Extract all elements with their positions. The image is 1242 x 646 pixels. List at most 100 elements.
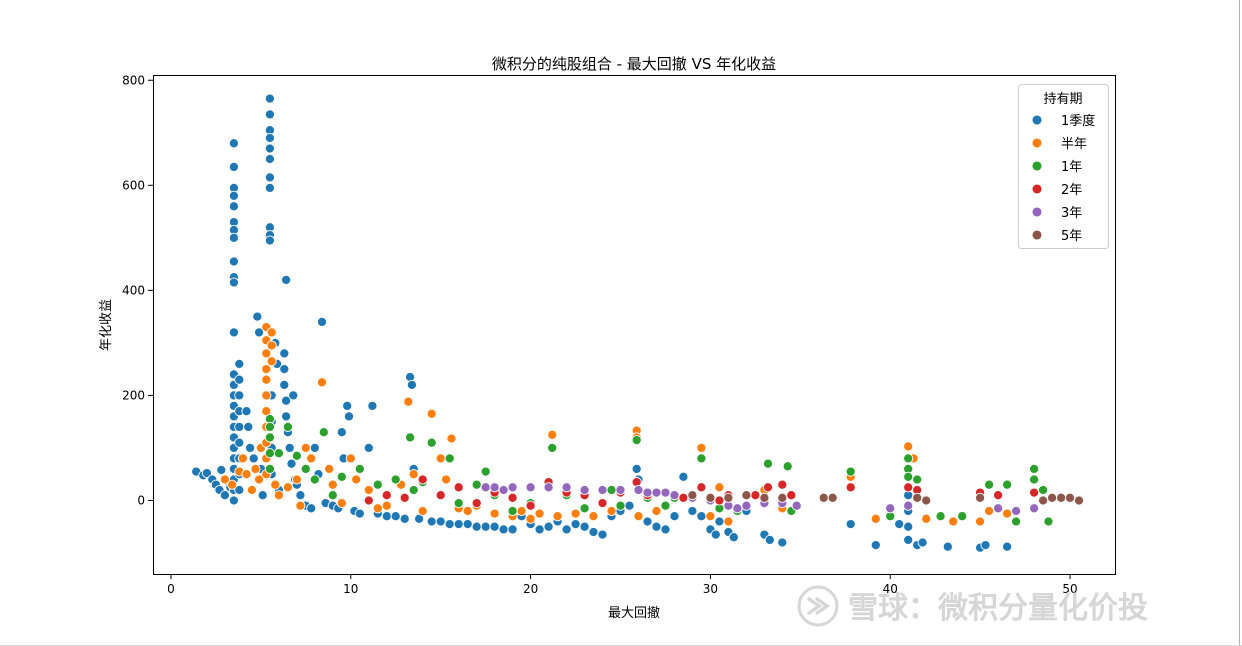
scatter-point [1002, 479, 1013, 490]
scatter-point [441, 474, 452, 485]
legend-label: 2年 [1061, 183, 1082, 198]
scatter-point [633, 511, 644, 522]
scatter-point [624, 500, 635, 511]
scatter-point [606, 505, 617, 517]
scatter-point [228, 138, 239, 149]
snowball-logo-icon [797, 585, 839, 627]
scatter-point [363, 495, 374, 506]
scatter-point [471, 498, 482, 509]
scatter-point [227, 479, 238, 490]
scatter-point [435, 453, 446, 464]
scatter-point [480, 466, 491, 477]
legend-marker [1031, 160, 1043, 172]
scatter-point [257, 490, 268, 501]
scatter-point [390, 474, 401, 485]
scatter-point [228, 277, 239, 288]
scatter-point [579, 503, 590, 514]
scatter-point [687, 505, 698, 517]
scatter-point [327, 490, 338, 501]
scatter-point [254, 327, 265, 338]
scatter-point [390, 511, 401, 522]
scatter-point [446, 433, 457, 444]
scatter-point [284, 442, 295, 453]
scatter-point [507, 482, 518, 493]
axes-frame [153, 75, 1116, 575]
scatter-point [507, 505, 518, 517]
scatter-point [471, 521, 482, 532]
scatter-point [264, 109, 275, 120]
scatter-point [1043, 516, 1054, 527]
scatter-point [696, 511, 707, 522]
scatter-point [234, 437, 245, 448]
scatter-point [318, 427, 329, 438]
scatter-point [281, 411, 292, 422]
scatter-point [845, 519, 856, 530]
y-tick-label: 200 [122, 388, 145, 402]
scatter-point [381, 511, 392, 522]
scatter-point [270, 479, 281, 490]
scatter-point [588, 511, 599, 522]
scatter-point [723, 516, 734, 527]
scatter-point [903, 453, 914, 464]
scatter-point [264, 235, 275, 246]
scatter-point [642, 487, 653, 498]
scatter-point [264, 153, 275, 165]
legend-title: 持有期 [1043, 92, 1082, 107]
scatter-point [579, 484, 590, 496]
scatter-point [406, 379, 417, 390]
scatter-point [1011, 516, 1022, 527]
scatter-point [219, 490, 230, 501]
scatter-point [300, 463, 311, 474]
scatter-point [480, 521, 491, 532]
scatter-point [525, 513, 536, 524]
scatter-point [498, 484, 509, 496]
legend-marker [1031, 206, 1043, 218]
scatter-point [984, 505, 995, 517]
scatter-point [1064, 492, 1076, 503]
scatter-point [975, 516, 986, 527]
scatter-point [300, 442, 311, 453]
scatter-point [741, 490, 752, 501]
scatter-point [264, 432, 275, 443]
scatter-point [1073, 495, 1085, 506]
scatter-point [426, 516, 437, 527]
scatter-point [306, 503, 317, 514]
scatter-point [597, 484, 608, 496]
scatter-point [723, 492, 734, 503]
scatter-point [696, 442, 707, 453]
scatter-point [471, 479, 482, 490]
scatter-point [525, 482, 536, 493]
scatter-point [216, 464, 227, 476]
scatter-point [453, 498, 464, 509]
y-tick-label: 600 [122, 178, 145, 192]
scatter-point [1002, 541, 1013, 552]
scatter-point [1029, 463, 1040, 474]
y-axis: 0 200 400 600 800 [122, 73, 153, 507]
scatter-point [248, 453, 259, 464]
x-tick-label: 20 [523, 582, 538, 596]
scatter-point [912, 474, 923, 485]
legend-frame [1018, 84, 1109, 249]
scatter-point [489, 482, 500, 493]
scatter-point [762, 458, 774, 469]
scatter-point [264, 421, 275, 432]
scatter-point [279, 379, 290, 390]
x-tick-label: 10 [343, 582, 358, 596]
scatter-point [669, 490, 680, 501]
scatter-point [543, 482, 554, 493]
y-tick-label: 800 [122, 73, 145, 87]
scatter-point [957, 511, 968, 522]
scatter-point [264, 132, 275, 144]
scatter-point [750, 490, 761, 501]
scatter-point [631, 435, 642, 446]
scatter-point [651, 505, 662, 517]
scatter-point [543, 521, 554, 532]
scatter-point [399, 492, 410, 503]
legend-marker [1031, 137, 1043, 149]
scatter-point [975, 492, 986, 503]
scatter-point [264, 448, 275, 459]
scatter-point [552, 511, 563, 522]
scatter-point [777, 479, 788, 490]
scatter-point [651, 487, 662, 498]
